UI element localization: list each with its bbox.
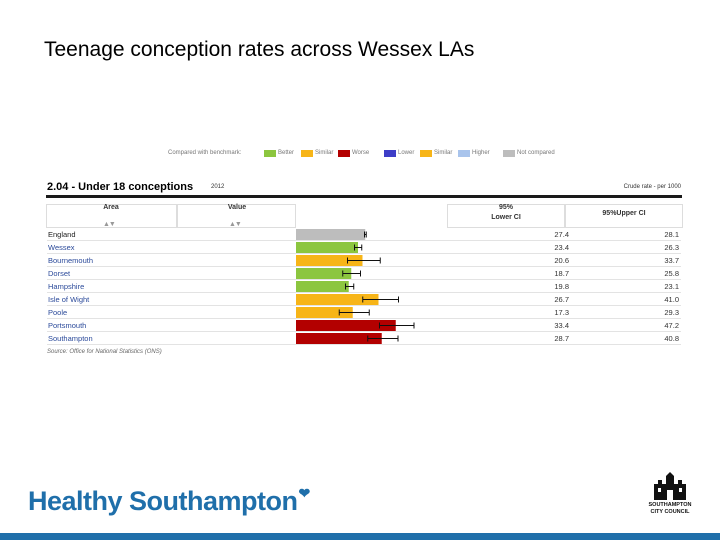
area-name[interactable]: Southampton	[48, 334, 93, 343]
col-header-area[interactable]: Area	[103, 204, 119, 211]
lower-ci-cell: 20.6	[554, 256, 569, 265]
row-divider	[47, 280, 681, 293]
col-header-lower-1: 95%	[498, 204, 513, 211]
footer-bar	[0, 533, 720, 540]
col-header-lower-2: Lower CI	[491, 214, 521, 221]
area-name[interactable]: Wessex	[48, 243, 75, 252]
upper-ci-cell: 29.3	[664, 308, 679, 317]
lower-ci-cell: 27.4	[554, 230, 569, 239]
upper-header-box	[565, 204, 683, 228]
upper-ci-cell: 23.1	[664, 282, 679, 291]
table-row: Wessex 24.8 23.4 26.3	[47, 241, 681, 254]
area-name[interactable]: Dorset	[48, 269, 71, 278]
value-cell: 21.1	[300, 282, 315, 291]
value-cell: 33.0	[300, 295, 315, 304]
legend-label: Lower	[398, 150, 415, 156]
lower-ci-cell: 18.7	[554, 269, 569, 278]
sort-area-icon[interactable]: ▲▼	[103, 221, 116, 228]
area-name[interactable]: Isle of Wight	[48, 295, 90, 304]
council-logo-line: CITY COUNCIL	[650, 509, 690, 515]
upper-ci-cell: 47.2	[664, 321, 679, 330]
value-cell: 22.7	[300, 308, 315, 317]
council-crest-icon	[654, 472, 686, 500]
legend-label: Higher	[472, 150, 490, 156]
table-row: Portsmouth 39.9 33.4 47.2	[47, 319, 681, 332]
row-divider	[47, 306, 681, 319]
value-cell: 34.3	[300, 334, 315, 343]
legend-swatch	[264, 150, 276, 157]
table-row: Southampton 34.3 28.7 40.8	[47, 332, 681, 345]
table-row: Bournemouth 26.6 20.6 33.7	[47, 254, 681, 267]
row-divider	[47, 254, 681, 267]
source-note: Source: Office for National Statistics (…	[47, 349, 162, 355]
row-divider	[47, 319, 681, 332]
brand-logo: Healthy Southampton❤	[28, 485, 311, 517]
value-header-box	[177, 204, 296, 228]
table-row: Poole 22.7 17.3 29.3	[47, 306, 681, 319]
table-heading: 2.04 - Under 18 conceptions	[47, 181, 194, 193]
lower-ci-cell: 23.4	[554, 243, 569, 252]
legend-prefix: Compared with benchmark:	[168, 150, 242, 156]
area-header-box	[46, 204, 177, 228]
legend-label: Similar	[315, 150, 334, 156]
value-cell: 26.6	[300, 256, 315, 265]
upper-ci-cell: 41.0	[664, 295, 679, 304]
legend-label: Worse	[352, 150, 370, 156]
council-logo-text: SOUTHAMPTON CITY COUNCIL	[640, 502, 700, 516]
heading-rule	[46, 195, 682, 198]
area-name[interactable]: Poole	[48, 308, 68, 317]
lower-ci-cell: 33.4	[554, 321, 569, 330]
row-divider	[47, 267, 681, 280]
heart-icon: ❤	[298, 485, 311, 501]
upper-ci-cell: 26.3	[664, 243, 679, 252]
col-header-value[interactable]: Value	[227, 204, 247, 211]
row-divider	[47, 241, 681, 254]
upper-ci-cell: 25.8	[664, 269, 679, 278]
table-row: Hampshire 21.1 19.8 23.1	[47, 280, 681, 293]
area-name: England	[48, 230, 76, 239]
legend-swatch	[458, 150, 470, 157]
chart-legend: Compared with benchmark: Better Similar …	[168, 148, 568, 160]
legend-swatch	[384, 150, 396, 157]
council-logo-line: SOUTHAMPTON	[648, 502, 692, 508]
legend-swatch	[301, 150, 313, 157]
lower-ci-cell: 19.8	[554, 282, 569, 291]
area-name[interactable]: Hampshire	[48, 282, 85, 291]
value-cell: 24.8	[300, 243, 315, 252]
col-header-upper: 95%Upper CI	[602, 210, 646, 217]
lower-header-box	[447, 204, 565, 228]
legend-swatch	[503, 150, 515, 157]
legend-label: Similar	[434, 150, 453, 156]
row-divider	[47, 332, 681, 345]
lower-ci-cell: 28.7	[554, 334, 569, 343]
lower-ci-cell: 26.7	[554, 295, 569, 304]
legend-swatch	[338, 150, 350, 157]
row-divider	[47, 293, 681, 306]
upper-ci-cell: 40.8	[664, 334, 679, 343]
legend-label: Better	[278, 150, 295, 156]
table-year: 2012	[211, 184, 225, 190]
legend-swatch	[420, 150, 432, 157]
lower-ci-cell: 17.3	[554, 308, 569, 317]
upper-ci-cell: 28.1	[664, 230, 679, 239]
crude-rate-label: Crude rate - per 1000	[623, 184, 681, 190]
table-row: Isle of Wight 33.0 26.7 41.0	[47, 293, 681, 306]
table-row: England 27.7 27.4 28.1	[47, 228, 681, 241]
value-cell: 27.7	[300, 230, 315, 239]
slide-title: Teenage conception rates across Wessex L…	[44, 38, 475, 61]
sort-value-icon[interactable]: ▲▼	[229, 221, 242, 228]
row-divider	[47, 228, 681, 241]
area-name[interactable]: Bournemouth	[48, 256, 94, 265]
table-row: Dorset 22.1 18.7 25.8	[47, 267, 681, 280]
value-cell: 22.1	[300, 269, 315, 278]
legend-label: Not compared	[517, 150, 555, 156]
value-cell: 39.9	[300, 321, 315, 330]
area-name[interactable]: Portsmouth	[48, 321, 87, 330]
brand-text: Healthy Southampton	[28, 486, 298, 516]
upper-ci-cell: 33.7	[664, 256, 679, 265]
